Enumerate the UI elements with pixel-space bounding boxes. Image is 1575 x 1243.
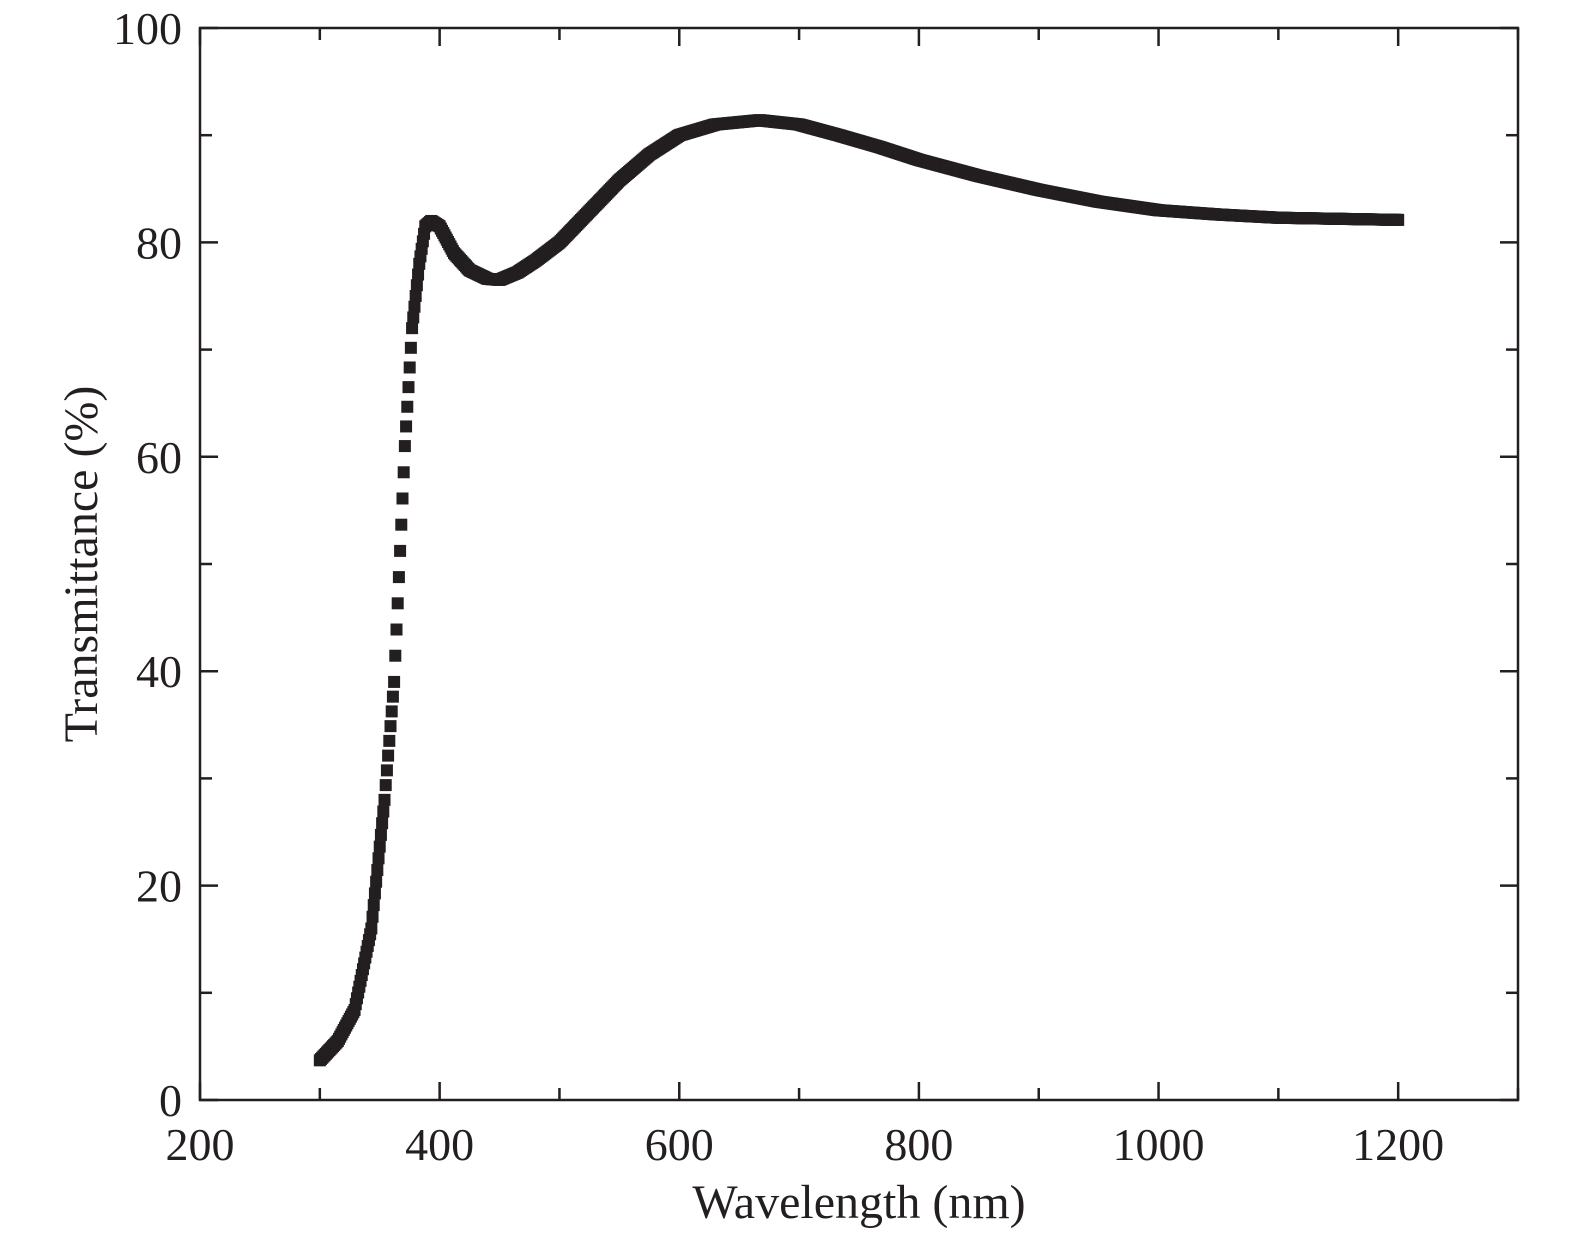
data-point bbox=[365, 922, 378, 935]
data-point bbox=[390, 623, 403, 636]
data-point bbox=[1392, 213, 1405, 226]
y-tick-label: 20 bbox=[136, 861, 182, 912]
data-point bbox=[403, 361, 416, 374]
data-point bbox=[377, 805, 390, 818]
data-point bbox=[395, 518, 408, 531]
data-point bbox=[410, 279, 423, 292]
data-point bbox=[384, 720, 397, 733]
axis-ticks bbox=[198, 26, 1520, 1102]
data-point bbox=[385, 705, 398, 718]
x-tick-label: 1200 bbox=[1352, 1119, 1444, 1170]
data-point bbox=[383, 734, 396, 747]
data-point bbox=[379, 779, 392, 792]
y-tick-label: 0 bbox=[159, 1075, 182, 1126]
data-series bbox=[313, 114, 1405, 1067]
x-tick-label: 600 bbox=[645, 1119, 714, 1170]
data-point bbox=[391, 597, 404, 610]
x-tick-label: 800 bbox=[884, 1119, 953, 1170]
y-tick-label: 60 bbox=[136, 432, 182, 483]
data-point bbox=[401, 400, 414, 413]
data-point bbox=[373, 840, 386, 853]
data-point bbox=[402, 381, 415, 394]
data-point bbox=[374, 828, 387, 841]
x-tick-label: 400 bbox=[405, 1119, 474, 1170]
x-axis-label: Wavelength (nm) bbox=[692, 1176, 1025, 1229]
data-point bbox=[372, 852, 385, 865]
data-point bbox=[398, 440, 411, 453]
y-tick-label: 40 bbox=[136, 646, 182, 697]
data-point bbox=[412, 268, 425, 281]
y-tick-label: 100 bbox=[113, 3, 182, 54]
data-point bbox=[380, 764, 393, 777]
data-point bbox=[397, 466, 410, 479]
data-point bbox=[396, 492, 409, 505]
data-point bbox=[408, 300, 421, 313]
data-point bbox=[400, 420, 413, 433]
x-tick-label: 200 bbox=[166, 1119, 235, 1170]
data-point bbox=[382, 749, 395, 762]
data-point bbox=[406, 322, 419, 335]
data-point bbox=[378, 793, 391, 806]
data-point bbox=[367, 899, 380, 912]
data-point bbox=[376, 817, 389, 830]
y-axis-label: Transmittance (%) bbox=[55, 386, 108, 743]
x-tick-labels: 200 400 600 800 1000 1200 bbox=[166, 1119, 1445, 1170]
data-point bbox=[407, 311, 420, 324]
data-point bbox=[394, 544, 407, 557]
plot-frame bbox=[198, 26, 1520, 1102]
data-point bbox=[392, 571, 405, 584]
y-tick-labels: 0 20 40 60 80 100 bbox=[113, 3, 182, 1126]
data-point bbox=[366, 910, 379, 923]
data-point bbox=[368, 887, 381, 900]
data-point bbox=[371, 864, 384, 877]
data-point bbox=[386, 690, 399, 703]
data-point bbox=[389, 649, 402, 662]
data-point bbox=[388, 675, 401, 688]
data-point bbox=[404, 341, 417, 354]
y-tick-label: 80 bbox=[136, 217, 182, 268]
x-tick-label: 1000 bbox=[1113, 1119, 1205, 1170]
data-point bbox=[370, 875, 383, 888]
data-point bbox=[409, 290, 422, 302]
